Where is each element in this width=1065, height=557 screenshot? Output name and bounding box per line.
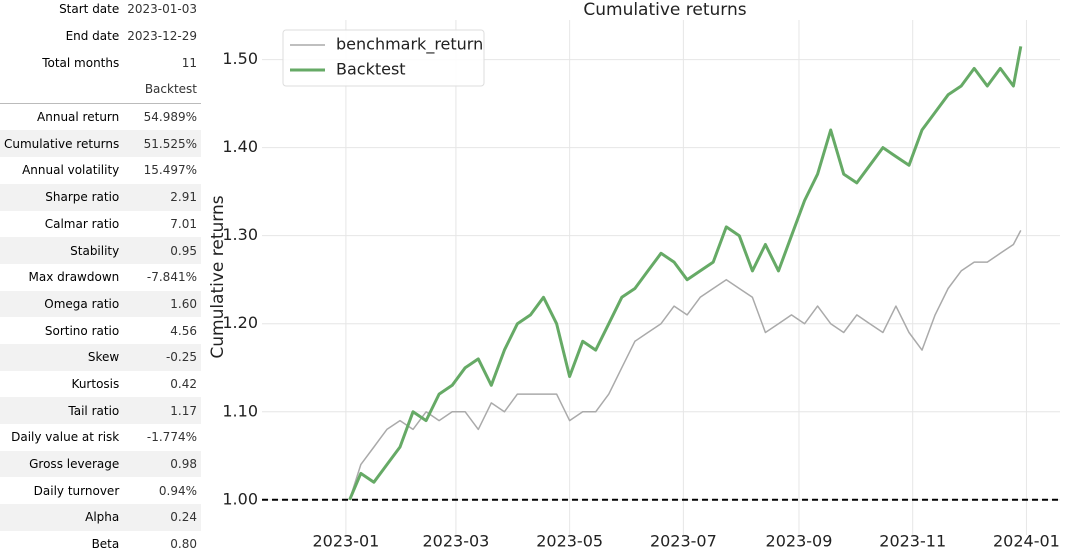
stat-label: Stability — [0, 237, 124, 264]
stat-row: Beta 0.80 — [0, 531, 201, 557]
stat-value: 0.42 — [170, 376, 197, 391]
stat-label: Annual return — [37, 110, 120, 125]
y-tick-label: 1.00 — [222, 489, 258, 508]
y-tick-label: 1.20 — [222, 313, 258, 332]
stat-label: Tail ratio — [0, 397, 124, 424]
info-value: 11 — [181, 55, 197, 70]
info-label: End date — [65, 29, 120, 44]
x-tick-label: 2023-11 — [879, 532, 946, 551]
stat-row: Gross leverage 0.98 — [0, 450, 201, 478]
stat-row: Sharpe ratio 2.91 — [0, 183, 201, 211]
legend: benchmark_return Backtest — [282, 29, 485, 87]
stat-label: Max drawdown — [28, 270, 120, 285]
series-line — [348, 46, 1023, 501]
x-tick-label: 2023-05 — [536, 532, 603, 551]
stat-value: 0.98 — [123, 450, 201, 478]
legend-label: Backtest — [336, 60, 406, 79]
info-row: Total months 11 — [0, 49, 201, 76]
x-tick-label: 2024-01 — [993, 532, 1060, 551]
stat-row: Stability 0.95 — [0, 237, 201, 264]
stat-value: 1.60 — [123, 290, 201, 318]
stat-label: Daily turnover — [33, 483, 120, 498]
y-tick-label: 1.50 — [222, 49, 258, 68]
info-row: Start date 2023-01-03 — [0, 0, 201, 23]
stat-row: Omega ratio 1.60 — [0, 290, 201, 318]
stat-label: Gross leverage — [0, 450, 124, 478]
stat-value: 2.91 — [123, 183, 201, 211]
stat-row: Daily turnover 0.94% — [0, 477, 201, 504]
y-tick-label: 1.10 — [222, 401, 258, 420]
stat-row: Annual volatility 15.497% — [0, 157, 201, 184]
stat-label: Cumulative returns — [0, 130, 124, 158]
legend-box — [282, 29, 485, 87]
stat-value: 51.525% — [123, 130, 201, 158]
stat-row: Skew -0.25 — [0, 343, 201, 371]
y-tick-label: 1.30 — [222, 225, 258, 244]
stat-row: Daily value at risk -1.774% — [0, 424, 201, 451]
info-row: End date 2023-12-29 — [0, 23, 201, 50]
stat-row: Cumulative returns 51.525% — [0, 130, 201, 158]
stat-value: 4.56 — [170, 323, 197, 338]
stat-row: Sortino ratio 4.56 — [0, 317, 201, 344]
x-tick-label: 2023-01 — [312, 532, 379, 551]
y-axis-label: Cumulative returns — [208, 195, 228, 358]
chart-title: Cumulative returns — [583, 0, 746, 20]
stat-value: -7.841% — [146, 270, 197, 285]
stat-row: Max drawdown -7.841% — [0, 264, 201, 291]
y-tick-label: 1.40 — [222, 137, 258, 156]
stat-label: Sortino ratio — [44, 323, 120, 338]
stat-label: Kurtosis — [71, 376, 120, 391]
header-row: Backtest — [0, 76, 201, 104]
stat-label: Annual volatility — [22, 163, 120, 178]
series-line — [348, 230, 1022, 501]
stat-value: 0.80 — [170, 537, 197, 552]
stat-value: 0.95 — [123, 237, 201, 264]
stat-label: Calmar ratio — [44, 216, 120, 231]
x-tick-label: 2023-07 — [650, 532, 717, 551]
stat-label: Skew — [0, 343, 124, 371]
stat-row: Alpha 0.24 — [0, 504, 201, 531]
column-header: Backtest — [123, 76, 201, 104]
x-tick-label: 2023-09 — [766, 532, 833, 551]
stat-label: Alpha — [0, 504, 124, 531]
stat-row: Kurtosis 0.42 — [0, 371, 201, 398]
stat-value: 15.497% — [143, 163, 197, 178]
stats-table: Start date 2023-01-03 End date 2023-12-29 To… — [0, 0, 201, 557]
info-value: 2023-01-03 — [127, 2, 197, 17]
stat-label: Sharpe ratio — [0, 183, 124, 211]
stat-value: 0.24 — [123, 504, 201, 531]
stat-row: Annual return 54.989% — [0, 103, 201, 130]
stat-row: Tail ratio 1.17 — [0, 397, 201, 424]
stat-value: -1.774% — [146, 430, 197, 445]
stat-label: Beta — [91, 537, 120, 552]
stat-label: Daily value at risk — [11, 430, 120, 445]
info-label: Start date — [59, 2, 120, 17]
x-tick-label: 2023-03 — [422, 532, 489, 551]
info-label: Total months — [42, 55, 120, 70]
stat-value: 54.989% — [143, 110, 197, 125]
header-blank — [0, 76, 124, 104]
stat-value: 7.01 — [170, 216, 197, 231]
info-value: 2023-12-29 — [127, 29, 197, 44]
stat-row: Calmar ratio 7.01 — [0, 211, 201, 238]
stat-value: 0.94% — [158, 483, 197, 498]
stat-label: Omega ratio — [0, 290, 124, 318]
stat-value: -0.25 — [123, 343, 201, 371]
legend-label: benchmark_return — [336, 35, 483, 55]
stat-value: 1.17 — [123, 397, 201, 424]
